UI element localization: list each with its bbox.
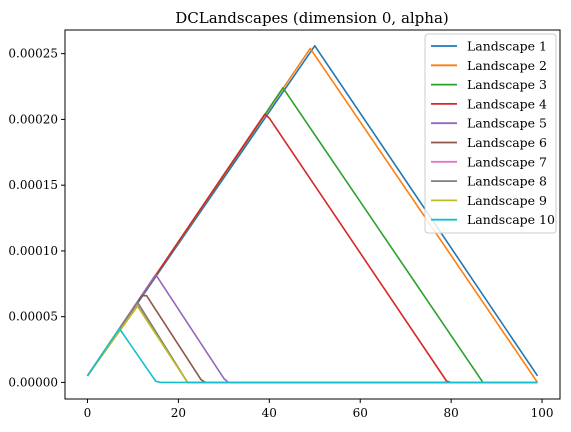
y-tick-label: 0.00010 [8, 244, 58, 258]
series-lines [86, 44, 539, 384]
series-line-6 [86, 294, 538, 384]
x-tick-label: 60 [353, 406, 368, 420]
y-axis: 0.00000 0.00005 0.00010 0.00015 0.00020 0.000… [8, 47, 65, 389]
series-line-10 [86, 327, 538, 384]
x-tick-label: 40 [262, 406, 277, 420]
y-tick-label: 0.00020 [8, 112, 58, 126]
x-tick-label: 80 [443, 406, 458, 420]
legend-label: Landscape 8 [467, 174, 547, 189]
y-tick-label: 0.00025 [8, 47, 58, 61]
legend-label: Landscape 2 [467, 58, 547, 73]
legend-label: Landscape 4 [467, 96, 547, 111]
legend-label: Landscape 6 [467, 135, 547, 150]
legend-box [424, 33, 557, 234]
legend-label: Landscape 7 [467, 154, 547, 169]
legend: Landscape 1 Landscape 2 Landscape 3 Landsca… [424, 33, 557, 234]
y-tick-label: 0.00000 [8, 375, 58, 389]
x-tick-label: 20 [171, 406, 186, 420]
series-line-8 [86, 301, 538, 384]
chart-title: DCLandscapes (dimension 0, alpha) [175, 9, 449, 27]
legend-label: Landscape 10 [467, 212, 555, 227]
legend-label: Landscape 3 [467, 77, 547, 92]
series-line-9 [86, 305, 538, 384]
y-tick-label: 0.00005 [8, 310, 58, 324]
legend-label: Landscape 9 [467, 193, 547, 208]
plot-area [64, 29, 561, 400]
series-line-5 [86, 273, 538, 384]
x-tick-label: 100 [531, 406, 554, 420]
legend-label: Landscape 5 [467, 116, 547, 131]
series-line-7 [86, 302, 538, 384]
x-tick-label: 0 [84, 406, 92, 420]
x-axis: 0 20 40 60 80 100 [84, 399, 554, 420]
legend-label: Landscape 1 [467, 39, 547, 54]
y-tick-label: 0.00015 [8, 178, 58, 192]
